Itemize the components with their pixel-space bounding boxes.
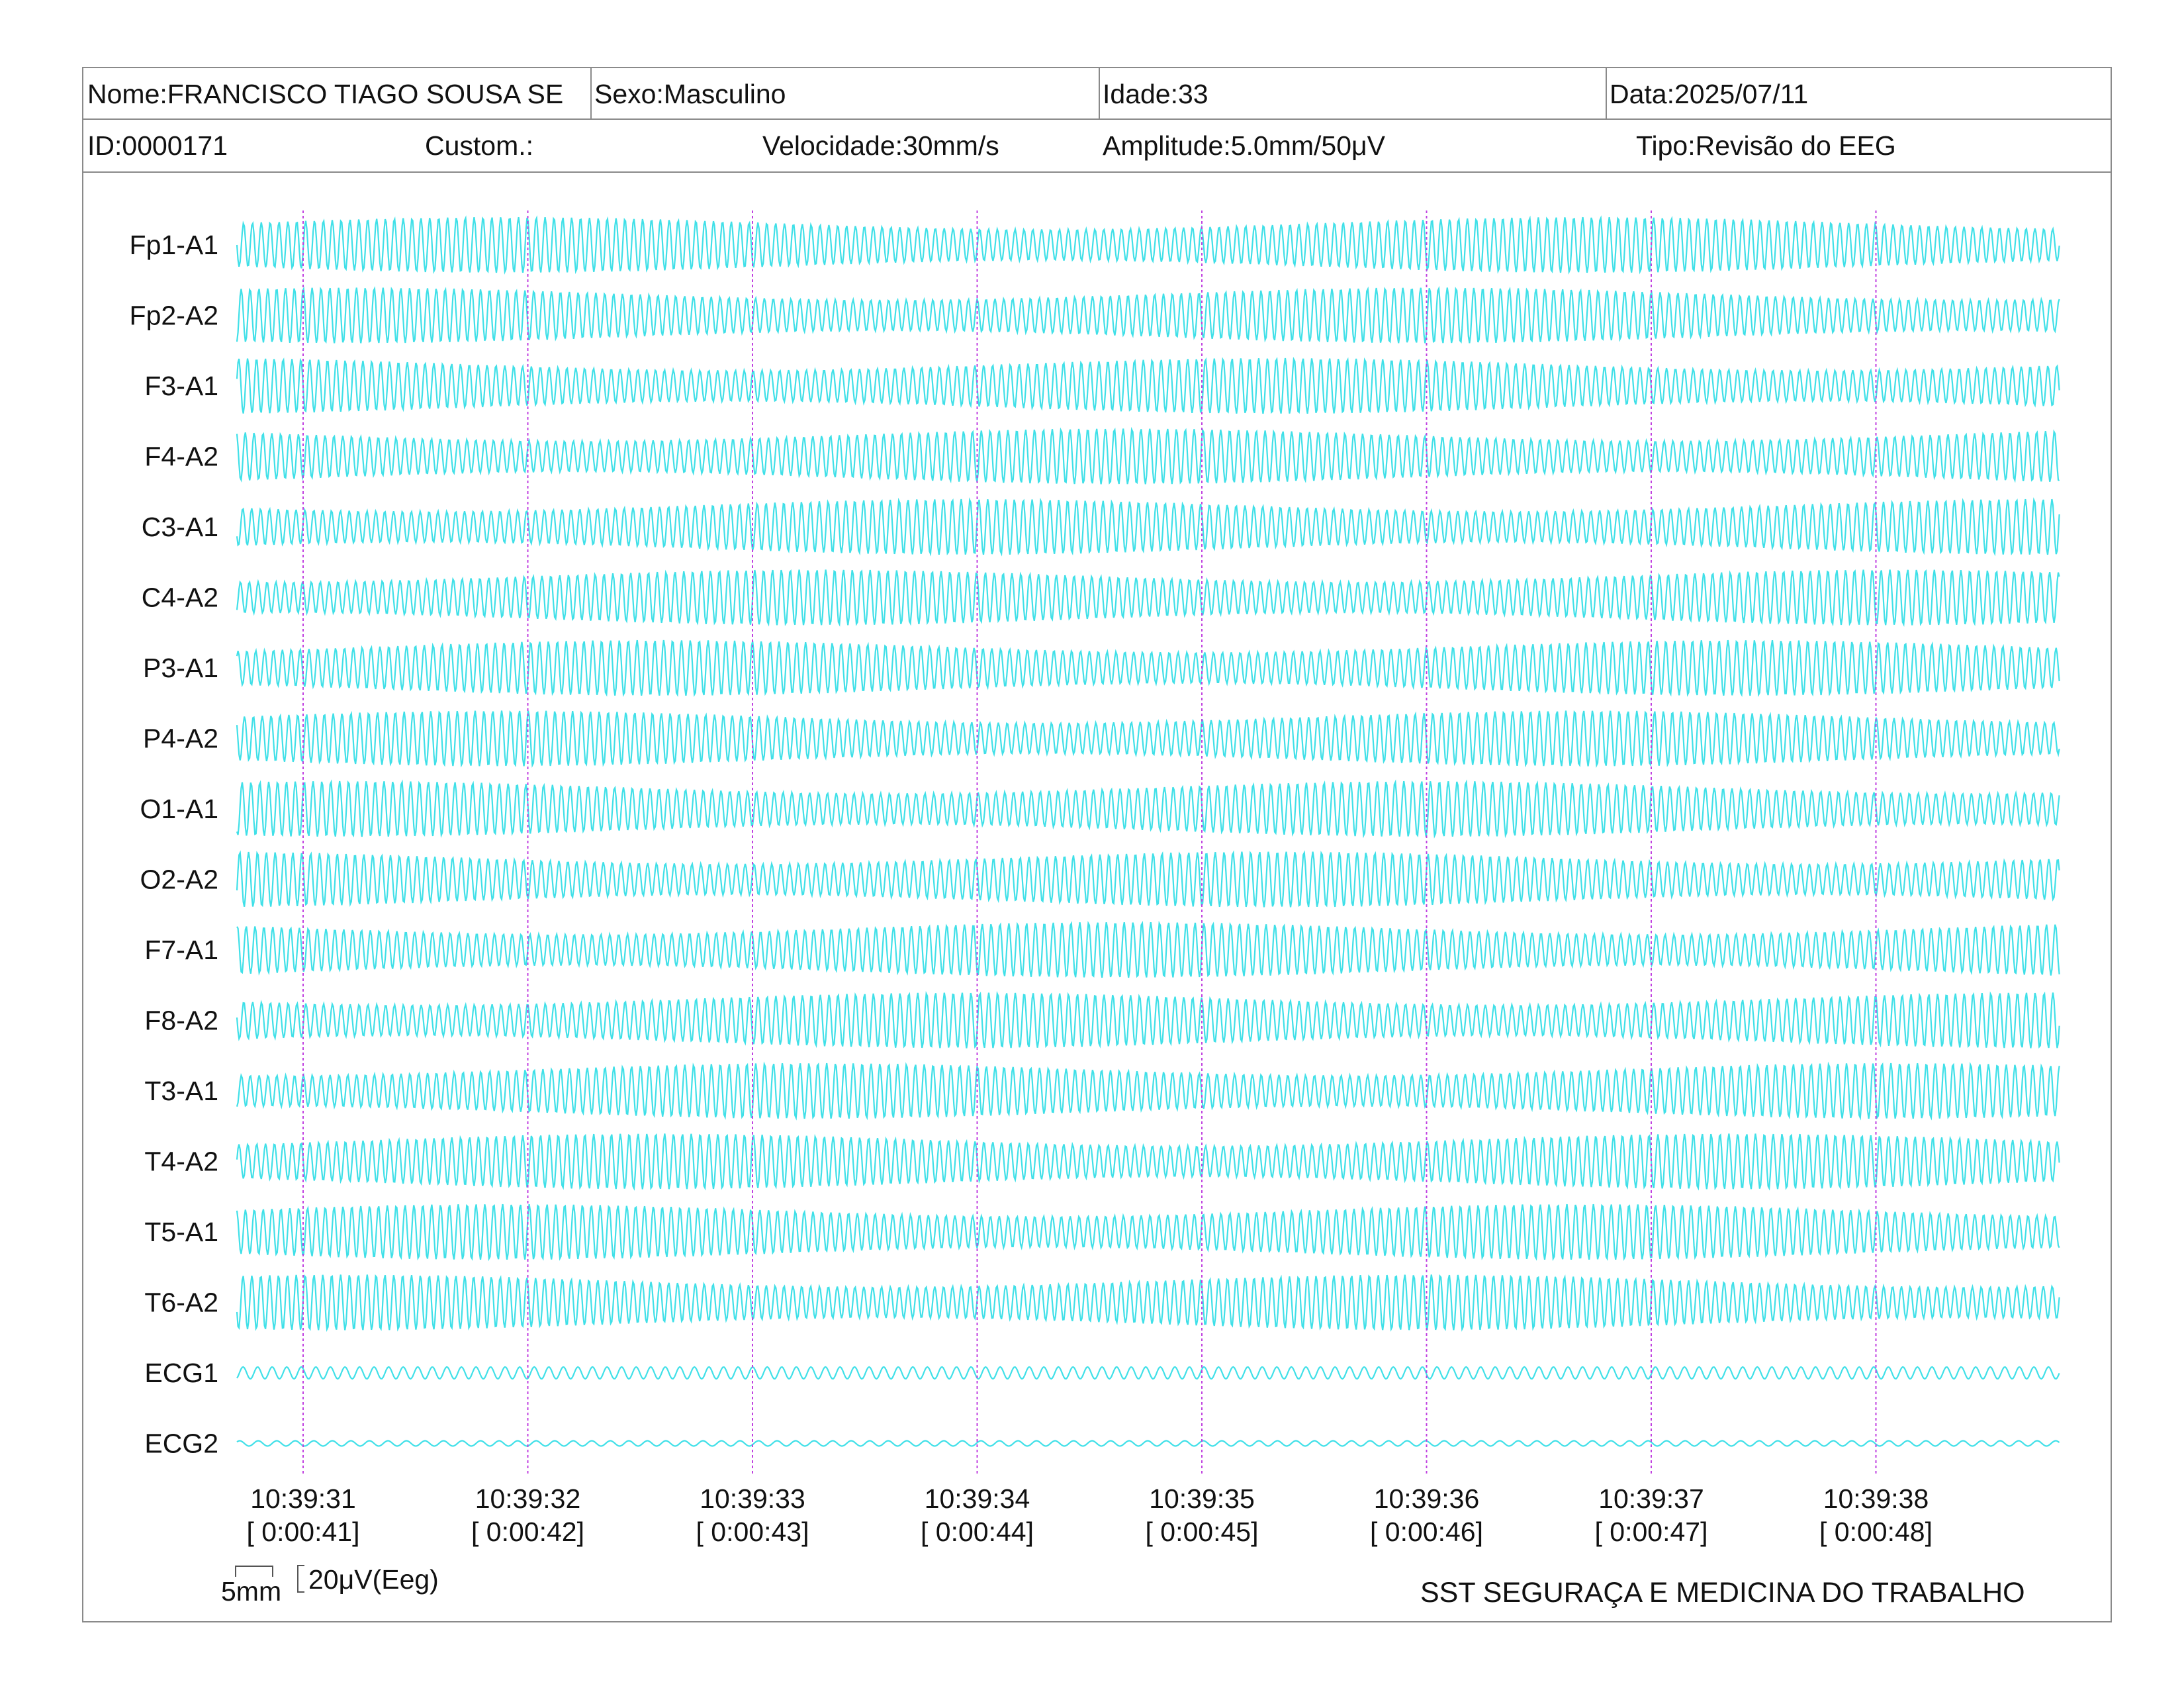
channel-label: T3-A1 [144,1076,218,1106]
header-divider [590,68,592,118]
trace-fp2-a2 [236,285,2060,344]
footer-clinic-name: SST SEGURAÇA E MEDICINA DO TRABALHO [1420,1577,2025,1609]
record-type: Tipo:Revisão do EEG [1636,130,1896,161]
channel-label: ECG1 [144,1358,218,1388]
header-divider [1099,68,1100,118]
patient-id: ID:0000171 [87,130,228,161]
time-tick-label: 10:39:34 [925,1483,1030,1514]
trace-f4-a2 [236,426,2060,485]
trace-fp1-a1 [236,215,2060,275]
header-divider [1606,68,1607,118]
time-tick-label: 10:39:38 [1823,1483,1929,1514]
patient-age: Idade:33 [1103,79,1208,109]
paper-speed: Velocidade:30mm/s [762,130,999,161]
time-tick-label: 10:39:36 [1374,1483,1480,1514]
channel-label: T5-A1 [144,1217,218,1247]
channel-label: C3-A1 [142,512,218,542]
trace-t6-a2 [236,1274,2060,1333]
elapsed-tick-label: [ 0:00:42] [471,1517,584,1547]
time-tick-label: 10:39:35 [1149,1483,1255,1514]
patient-sex: Sexo:Masculino [594,68,786,118]
elapsed-tick-label: [ 0:00:48] [1819,1517,1933,1547]
trace-p4-a2 [236,710,2060,769]
header-row-1: Nome:FRANCISCO TIAGO SOUSA SE Sexo:Mascu… [83,68,2111,120]
trace-t4-a2 [236,1133,2060,1191]
trace-ecg1 [236,1366,2060,1380]
scale-bar-time [235,1566,273,1577]
time-tick-label: 10:39:32 [475,1483,581,1514]
channel-label: ECG2 [144,1429,218,1459]
custom-field: Custom.: [425,130,534,161]
channel-label: Fp1-A1 [130,230,218,260]
trace-c3-a1 [236,497,2060,557]
elapsed-tick-label: [ 0:00:43] [696,1517,809,1547]
trace-t5-a1 [236,1203,2060,1262]
elapsed-tick-label: [ 0:00:44] [921,1517,1034,1547]
channel-label: F4-A2 [144,442,218,472]
trace-o2-a2 [236,850,2060,908]
trace-p3-a1 [236,639,2060,698]
channel-label: Fp2-A2 [130,301,218,331]
time-tick-label: 10:39:33 [700,1483,805,1514]
channel-label: T6-A2 [144,1288,218,1318]
scale-amplitude-label: 20μV(Eeg) [308,1564,439,1595]
elapsed-tick-label: [ 0:00:46] [1370,1517,1483,1547]
elapsed-tick-label: [ 0:00:41] [247,1517,360,1547]
elapsed-tick-label: [ 0:00:47] [1595,1517,1708,1547]
trace-c4-a2 [236,569,2060,627]
time-tick-label: 10:39:31 [250,1483,356,1514]
report-sheet: Nome:FRANCISCO TIAGO SOUSA SE Sexo:Mascu… [82,67,2112,1622]
trace-f8-a2 [236,990,2060,1049]
patient-name: Nome:FRANCISCO TIAGO SOUSA SE [87,79,564,109]
header-row-2: ID:0000171 Custom.: Velocidade:30mm/s Am… [83,120,2111,173]
channel-label: P4-A2 [143,724,218,754]
time-tick-label: 10:39:37 [1598,1483,1704,1514]
channel-label: P3-A1 [143,653,218,683]
scale-time-label: 5mm [221,1576,281,1607]
trace-f3-a1 [236,356,2060,414]
scale-bar-amplitude [297,1565,304,1593]
trace-o1-a1 [236,779,2060,839]
channel-label: C4-A2 [142,583,218,613]
trace-ecg2 [236,1440,2060,1447]
trace-f7-a1 [236,921,2060,978]
channel-label: O1-A1 [140,794,219,824]
record-date: Data:2025/07/11 [1610,79,1809,109]
channel-label: F3-A1 [144,371,218,401]
trace-t3-a1 [236,1061,2060,1121]
channel-label: F8-A2 [144,1006,218,1036]
channel-label: F7-A1 [144,935,218,965]
amplitude-setting: Amplitude:5.0mm/50μV [1103,130,1385,161]
channel-label: O2-A2 [140,865,219,895]
channel-label: T4-A2 [144,1147,218,1177]
elapsed-tick-label: [ 0:00:45] [1146,1517,1259,1547]
